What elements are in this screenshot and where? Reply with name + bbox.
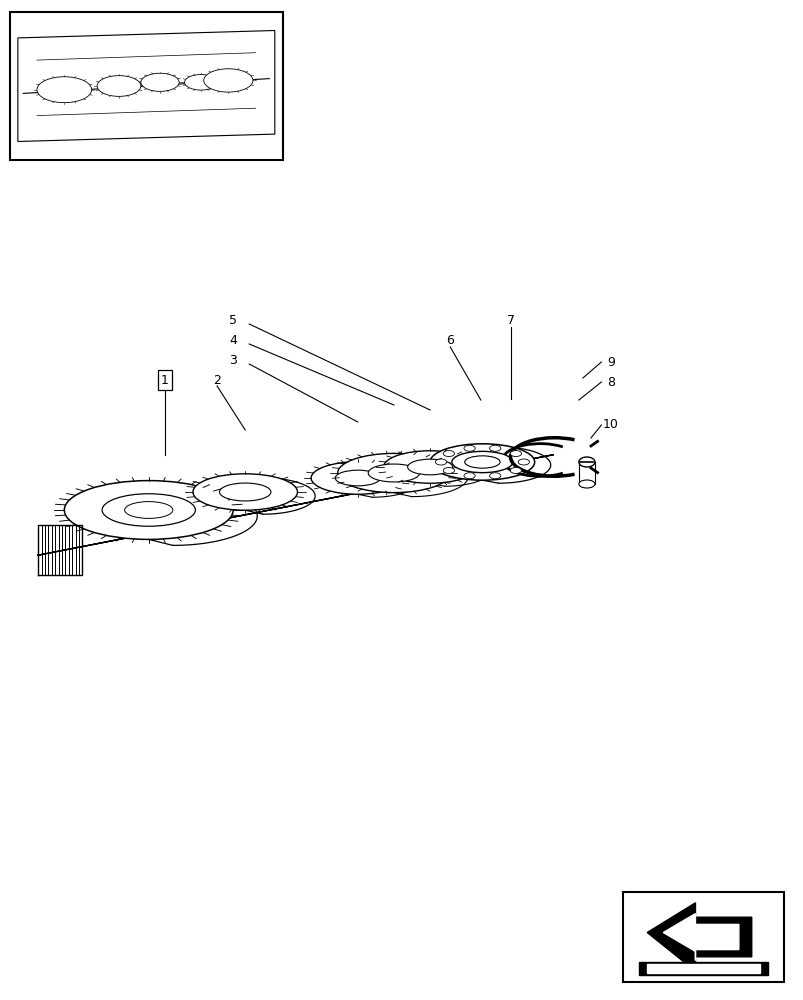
- Ellipse shape: [311, 462, 404, 494]
- Text: 9: 9: [606, 356, 614, 368]
- Ellipse shape: [489, 445, 500, 451]
- Ellipse shape: [368, 464, 419, 482]
- Ellipse shape: [435, 459, 446, 465]
- Text: 2: 2: [213, 373, 221, 386]
- Ellipse shape: [219, 483, 271, 501]
- Ellipse shape: [442, 451, 454, 457]
- Ellipse shape: [337, 453, 450, 493]
- Ellipse shape: [64, 481, 233, 539]
- Text: 10: 10: [602, 418, 618, 432]
- Text: 8: 8: [606, 375, 614, 388]
- Ellipse shape: [407, 459, 452, 475]
- Ellipse shape: [464, 456, 499, 468]
- Ellipse shape: [383, 451, 476, 483]
- FancyBboxPatch shape: [10, 12, 283, 160]
- Polygon shape: [37, 455, 553, 555]
- Ellipse shape: [510, 451, 521, 457]
- Ellipse shape: [463, 445, 475, 451]
- Ellipse shape: [124, 502, 173, 518]
- Ellipse shape: [578, 457, 594, 467]
- FancyBboxPatch shape: [622, 892, 783, 982]
- Ellipse shape: [430, 444, 534, 480]
- Text: 6: 6: [446, 334, 454, 347]
- Text: 1: 1: [161, 373, 169, 386]
- Ellipse shape: [517, 459, 529, 465]
- Ellipse shape: [463, 473, 475, 479]
- Ellipse shape: [578, 480, 594, 488]
- Ellipse shape: [442, 467, 454, 473]
- Ellipse shape: [193, 474, 297, 510]
- Text: 7: 7: [506, 314, 514, 326]
- Ellipse shape: [510, 467, 521, 473]
- Text: 3: 3: [229, 354, 237, 366]
- Ellipse shape: [102, 494, 195, 526]
- Ellipse shape: [489, 473, 500, 479]
- Ellipse shape: [451, 451, 512, 473]
- Text: 5: 5: [229, 314, 237, 326]
- Ellipse shape: [335, 470, 380, 486]
- Text: 4: 4: [229, 334, 237, 347]
